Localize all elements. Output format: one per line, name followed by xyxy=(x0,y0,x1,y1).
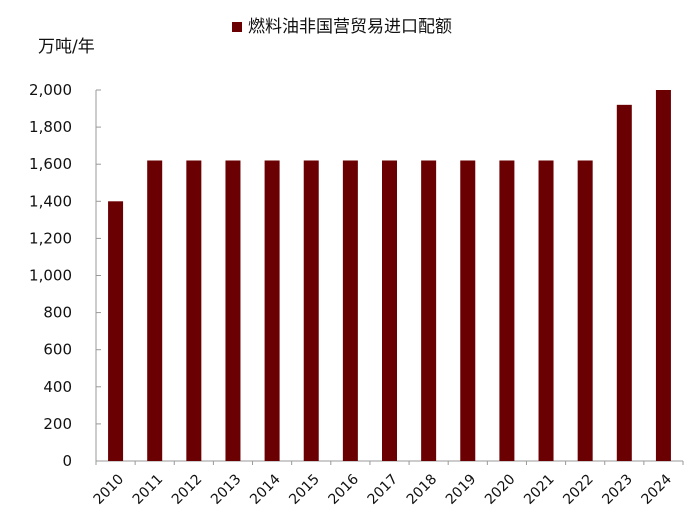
x-tick-label: 2012 xyxy=(169,471,206,508)
x-tick-label: 2019 xyxy=(443,471,480,508)
y-tick-label: 1,400 xyxy=(29,192,72,210)
y-tick-label: 200 xyxy=(43,415,72,433)
y-tick-label: 0 xyxy=(62,452,72,470)
x-tick-label: 2022 xyxy=(560,471,597,508)
bars xyxy=(108,90,671,462)
x-tick-label: 2016 xyxy=(325,471,362,508)
x-tick-label: 2023 xyxy=(599,471,636,508)
y-tick-label: 2,000 xyxy=(29,81,72,99)
bar-2023 xyxy=(616,104,632,461)
bar-2015 xyxy=(303,160,319,462)
bar-2019 xyxy=(460,160,476,462)
y-tick-label: 1,000 xyxy=(29,267,72,285)
bar-2018 xyxy=(421,160,437,462)
bar-2011 xyxy=(147,160,163,462)
bar-2010 xyxy=(108,201,124,462)
bar-2020 xyxy=(499,160,515,462)
x-tick-label: 2011 xyxy=(130,471,167,508)
x-tick-label: 2020 xyxy=(482,471,519,508)
y-tick-label: 600 xyxy=(43,341,72,359)
y-axis-ticks: 0 200 400 600 800 1,000 1,200 1,400 1,600 1,800 2,… xyxy=(29,81,101,470)
y-tick-label: 1,800 xyxy=(29,118,72,136)
x-tick-label: 2018 xyxy=(404,471,441,508)
bar-2022 xyxy=(577,160,593,462)
y-axis-unit-label: 万吨/年 xyxy=(38,37,95,57)
legend-label: 燃料油非国营贸易进口配额 xyxy=(248,17,452,37)
bar-2021 xyxy=(538,160,554,462)
x-tick-label: 2021 xyxy=(521,471,558,508)
x-axis-ticks: 2010 2011 2012 2013 2014 2015 2016 2017 2018 2019… xyxy=(91,461,684,508)
x-tick-label: 2013 xyxy=(208,471,245,508)
bar-2017 xyxy=(382,160,397,462)
y-tick-label: 400 xyxy=(43,378,72,396)
x-tick-label: 2015 xyxy=(286,471,323,508)
y-tick-label: 800 xyxy=(43,304,72,322)
legend: 燃料油非国营贸易进口配额 xyxy=(232,17,452,37)
bar-2016 xyxy=(342,160,358,462)
x-tick-label: 2014 xyxy=(247,471,284,508)
x-tick-label: 2010 xyxy=(91,471,128,508)
bar-2012 xyxy=(186,160,202,462)
x-tick-label: 2024 xyxy=(639,471,676,508)
y-tick-label: 1,600 xyxy=(29,155,72,173)
bar-2024 xyxy=(655,90,671,461)
x-tick-label: 2017 xyxy=(365,471,402,508)
y-tick-label: 1,200 xyxy=(29,229,72,247)
bar-2013 xyxy=(225,160,241,462)
legend-swatch xyxy=(232,22,242,32)
bar-2014 xyxy=(264,160,280,462)
